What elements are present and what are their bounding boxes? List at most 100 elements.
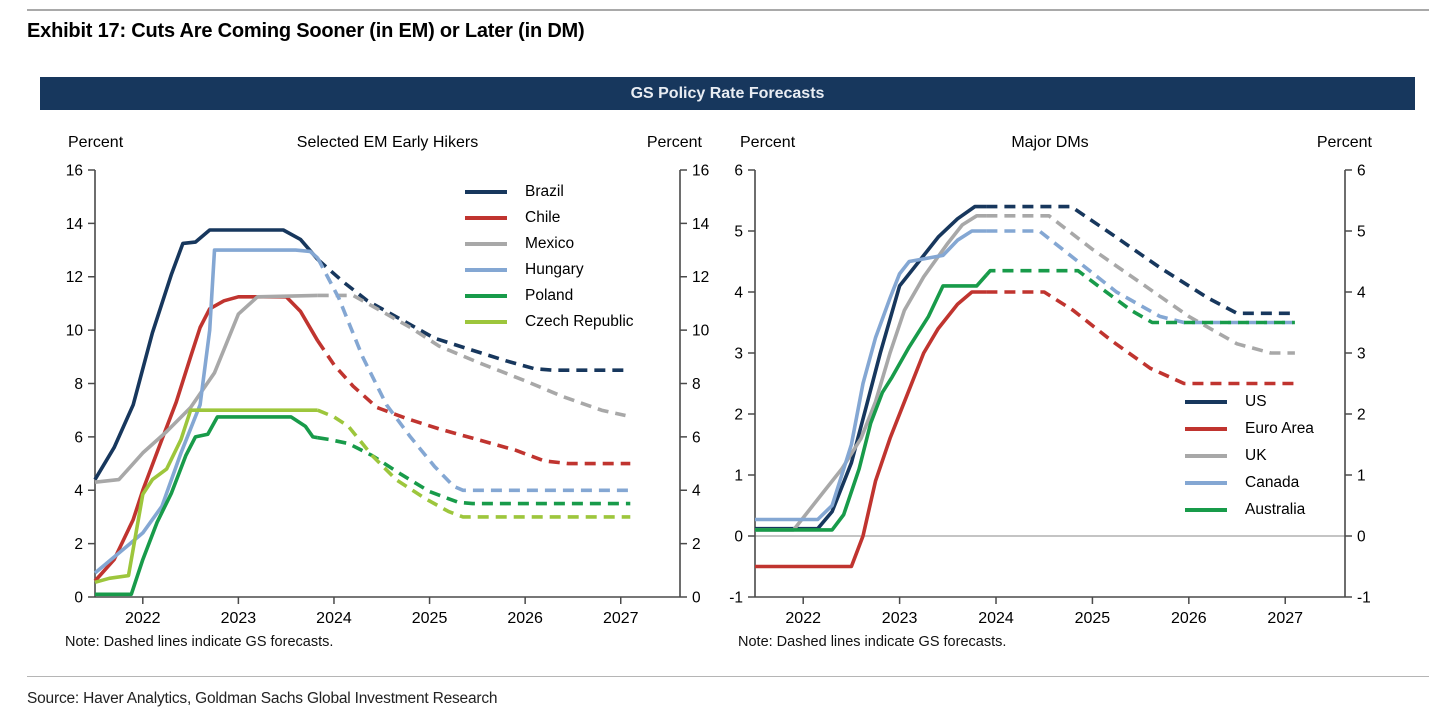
series-forecast-uk	[986, 213, 1295, 355]
y-tick-label-right: 8	[692, 376, 701, 393]
y-tick-label-left: -1	[729, 589, 743, 606]
legend-label: Czech Republic	[525, 313, 634, 330]
source-text: Source: Haver Analytics, Goldman Sachs G…	[27, 690, 498, 707]
y-tick-label-right: 4	[692, 483, 701, 500]
em-chart-note: Note: Dashed lines indicate GS forecasts…	[65, 634, 334, 650]
legend-label: Euro Area	[1245, 419, 1314, 437]
series-forecast-mexico	[317, 293, 626, 418]
y-tick-label-right: 5	[1357, 223, 1366, 240]
y-tick-label-right: -1	[1357, 589, 1371, 606]
y-tick-label-left: 2	[734, 406, 743, 423]
x-tick-label: 2025	[412, 610, 448, 627]
legend-swatch	[1185, 399, 1227, 404]
x-tick-label: 2022	[125, 610, 161, 627]
em-chart-title: Selected EM Early Hikers	[296, 134, 479, 151]
legend-item-australia: Australia	[1185, 496, 1314, 523]
legend-swatch	[465, 216, 507, 220]
exhibit-title: Exhibit 17: Cuts Are Coming Sooner (in E…	[27, 20, 585, 42]
y-tick-label-right: 16	[692, 162, 709, 179]
dm-chart-panel: Percent Major DMs Percent -1 -1 0 0 1 1 2 2 3 3 4 4…	[728, 122, 1416, 668]
em-chart-plot: 0 0 2 2 4 4 6 6 8 8 10 10 12 12 14 14 16 16 2022 2023 2024 20…	[66, 162, 710, 627]
series-forecast-australia	[985, 268, 1295, 325]
series-line-brazil	[93, 228, 320, 481]
dm-yaxis-label-right: Percent	[1316, 134, 1372, 151]
series-line-canada	[755, 229, 987, 522]
legend-item-uk: UK	[1185, 442, 1314, 469]
legend-item-brazil: Brazil	[465, 179, 634, 205]
y-tick-label-right: 0	[1357, 528, 1366, 545]
x-tick-label: 2023	[882, 610, 918, 627]
em-yaxis-label-left: Percent	[68, 134, 124, 151]
series-line-us	[755, 204, 987, 531]
series-forecast-poland	[317, 435, 631, 506]
x-tick-label: 2025	[1075, 610, 1111, 627]
series-forecast-us	[986, 204, 1295, 316]
dm-yaxis-label-left: Percent	[740, 134, 796, 151]
y-tick-label-right: 6	[1357, 162, 1366, 179]
y-tick-label-left: 12	[66, 269, 83, 286]
y-tick-label-right: 2	[692, 536, 701, 553]
series-line-euro-area	[755, 290, 987, 569]
series-line-australia	[755, 273, 988, 532]
legend-label: Australia	[1245, 500, 1306, 518]
y-tick-label-left: 4	[734, 284, 743, 301]
banner-title: GS Policy Rate Forecasts	[630, 84, 825, 102]
y-tick-label-right: 3	[1357, 345, 1366, 362]
legend-swatch	[1185, 480, 1227, 485]
dm-chart-title: Major DMs	[1011, 134, 1089, 151]
legend-label: Brazil	[525, 183, 564, 200]
x-tick-label: 2024	[978, 610, 1014, 627]
y-tick-label-left: 8	[74, 376, 83, 393]
y-tick-label-right: 6	[692, 429, 701, 446]
y-tick-label-left: 16	[66, 162, 83, 179]
legend-item-chile: Chile	[465, 205, 634, 231]
legend-swatch	[465, 190, 507, 194]
legend-swatch	[465, 320, 507, 324]
top-divider	[27, 9, 1429, 11]
legend-item-euro-area: Euro Area	[1185, 415, 1314, 442]
legend-label: UK	[1245, 446, 1267, 464]
legend-label: US	[1245, 392, 1267, 410]
legend-swatch	[465, 268, 507, 272]
legend-item-mexico: Mexico	[465, 231, 634, 257]
legend-swatch	[465, 242, 507, 246]
legend-label: Canada	[1245, 473, 1300, 491]
series-line-poland	[95, 415, 318, 597]
y-tick-label-right: 10	[692, 323, 710, 340]
y-tick-label-left: 0	[74, 589, 83, 606]
em-chart-header: Percent Selected EM Early Hikers Percent	[40, 134, 716, 156]
x-tick-label: 2022	[785, 610, 821, 627]
legend-item-hungary: Hungary	[465, 257, 634, 283]
series-forecast-chile	[316, 339, 631, 466]
y-tick-label-right: 4	[1357, 284, 1366, 301]
dm-chart-header: Percent Major DMs Percent	[728, 134, 1416, 156]
x-tick-label: 2026	[1171, 610, 1207, 627]
em-yaxis-label-right: Percent	[646, 134, 702, 151]
x-tick-label: 2027	[603, 610, 639, 627]
series-line-chile	[93, 295, 320, 583]
y-tick-label-left: 4	[74, 483, 83, 500]
x-tick-label: 2024	[316, 610, 352, 627]
series-forecast-canada	[986, 229, 1295, 325]
series-line-mexico	[94, 293, 318, 484]
source-divider	[27, 676, 1429, 677]
series-forecast-czech-republic	[317, 408, 631, 519]
legend-label: Hungary	[525, 261, 584, 278]
y-tick-label-left: 6	[734, 162, 743, 179]
dm-chart-legend: US Euro Area UK Canada Australia	[1185, 388, 1314, 523]
y-tick-label-left: 14	[66, 216, 84, 233]
series-forecast-euro-area	[986, 290, 1295, 386]
legend-item-poland: Poland	[465, 283, 634, 309]
dm-chart-plot: -1 -1 0 0 1 1 2 2 3 3 4 4 5 5 6 6 2022 2023 2024 2025 2026 20…	[729, 162, 1371, 627]
legend-swatch	[1185, 507, 1227, 512]
y-tick-label-left: 1	[734, 467, 743, 484]
x-tick-label: 2027	[1267, 610, 1303, 627]
y-tick-label-left: 2	[74, 536, 83, 553]
y-tick-label-right: 0	[692, 589, 701, 606]
legend-item-canada: Canada	[1185, 469, 1314, 496]
x-tick-label: 2026	[507, 610, 543, 627]
y-tick-label-left: 10	[66, 323, 84, 340]
legend-label: Poland	[525, 287, 574, 304]
y-tick-label-left: 3	[734, 345, 743, 362]
